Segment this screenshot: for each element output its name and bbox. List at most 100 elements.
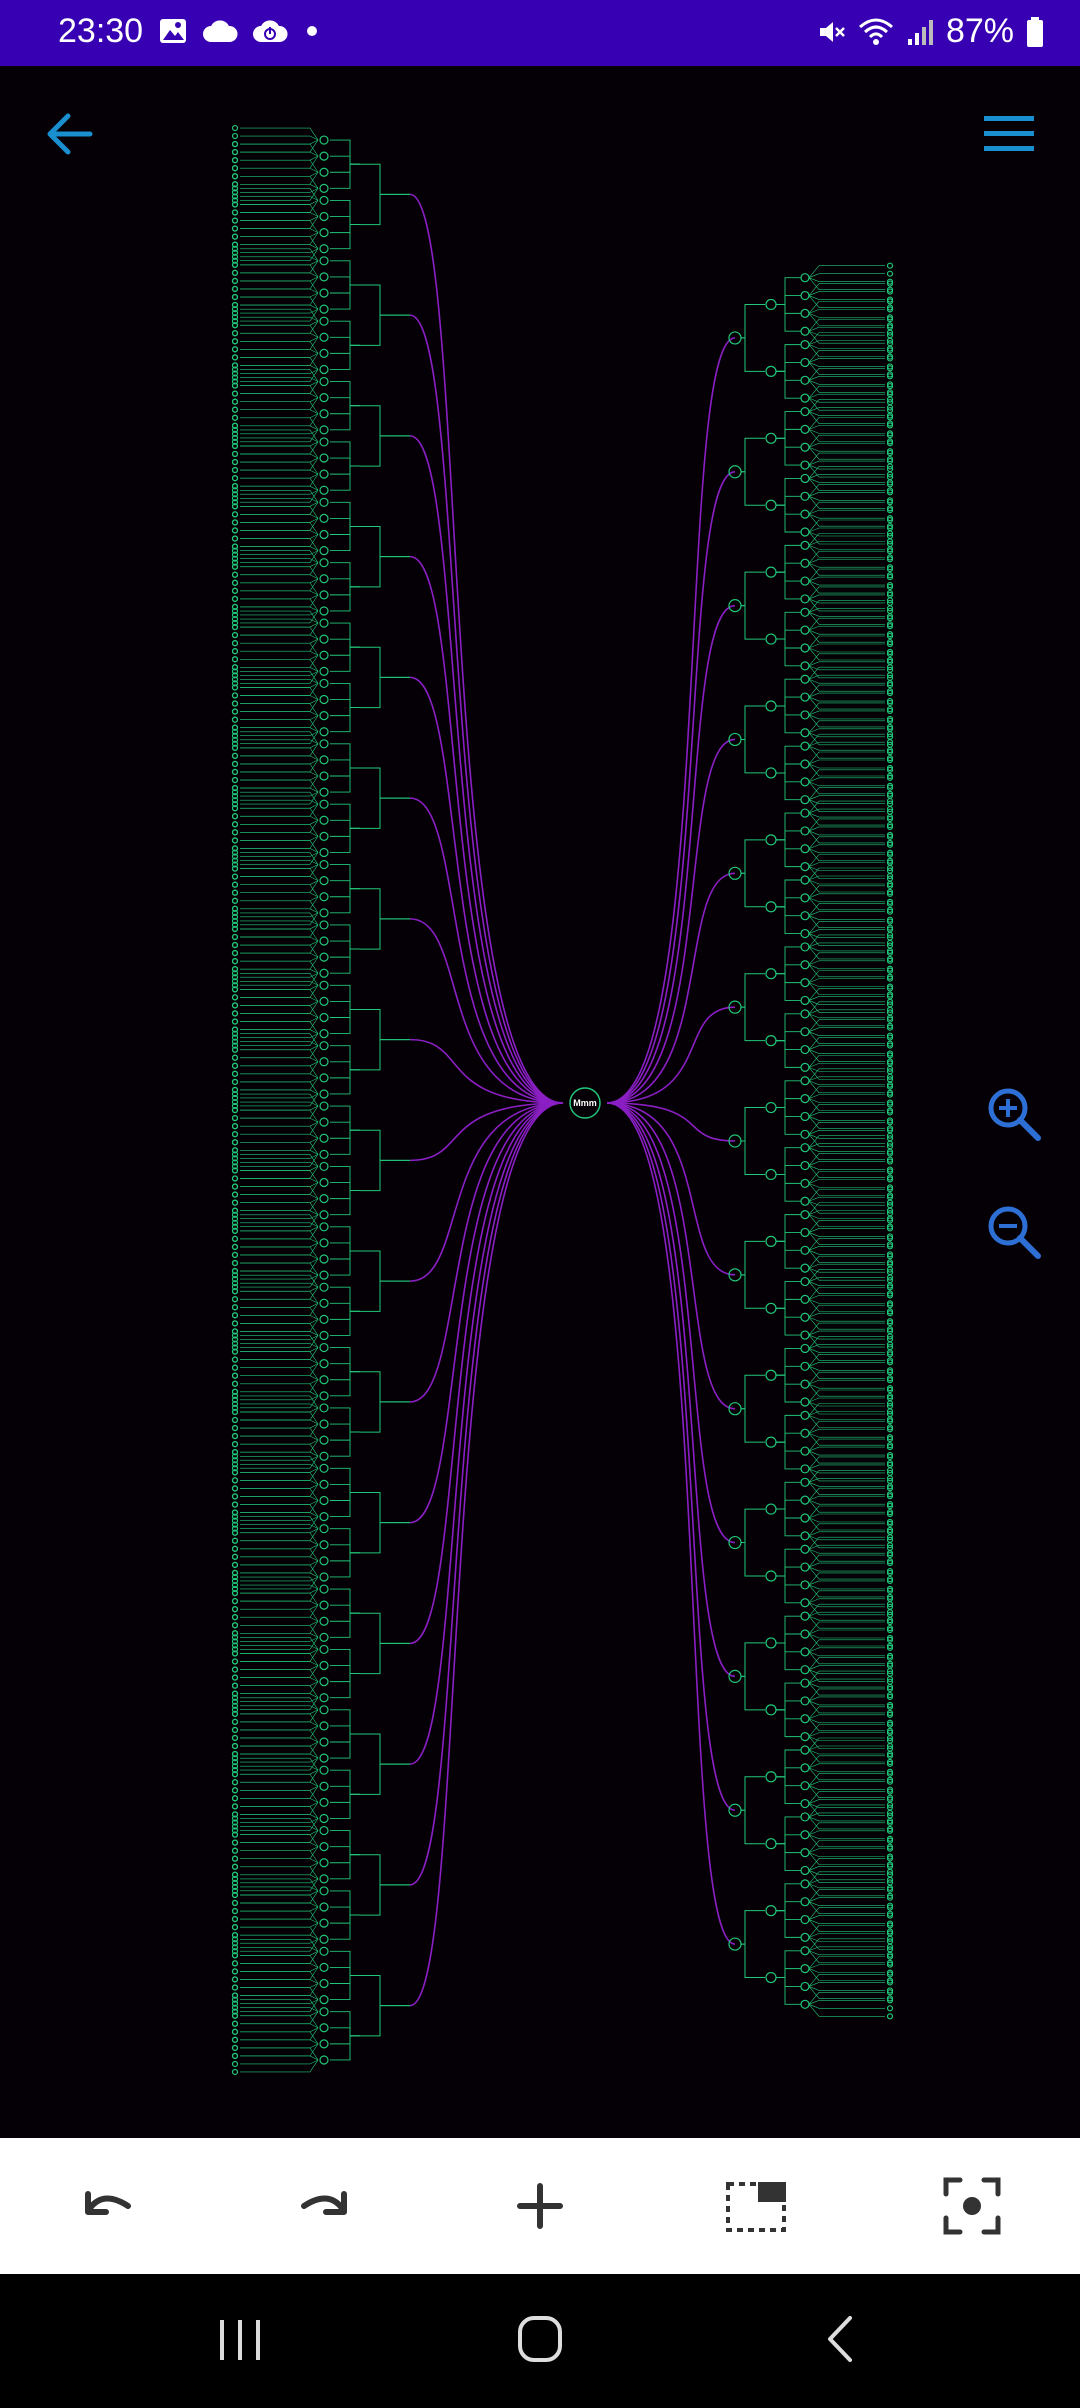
leaf-node — [886, 383, 894, 390]
leaf-node — [886, 1711, 894, 1718]
leaf-node — [231, 1634, 239, 1641]
leaf-line — [240, 1633, 319, 1638]
leaf-line — [808, 1866, 885, 1871]
leaf-node — [231, 1525, 239, 1532]
undo-button[interactable] — [74, 2172, 142, 2240]
leaf-line — [240, 868, 319, 881]
leaf-branch — [330, 578, 360, 588]
leaf-line — [808, 541, 885, 546]
leaf-node — [886, 664, 894, 671]
leaf-node — [800, 692, 810, 702]
redo-button[interactable] — [290, 2172, 358, 2240]
leaf-line — [240, 1363, 319, 1376]
leaf-line — [240, 1198, 319, 1211]
sub-branch — [741, 1006, 765, 1042]
leaf-branch — [776, 1883, 801, 1912]
leaf-node — [319, 1797, 329, 1807]
sub-node — [765, 1771, 777, 1783]
leaf-line — [240, 622, 319, 628]
leaf-line — [240, 1769, 319, 1775]
leaf-node — [886, 1801, 894, 1809]
leaf-branch — [776, 571, 801, 582]
leaf-line — [808, 799, 885, 812]
leaf-node — [886, 1058, 894, 1065]
leaf-node — [231, 1875, 239, 1883]
leaf-node — [231, 1803, 239, 1810]
leaf-line — [240, 397, 319, 402]
leaf-line — [240, 1166, 319, 1171]
leaf-line — [808, 1602, 885, 1616]
leaf-node — [231, 1932, 239, 1939]
leaf-node — [319, 634, 329, 644]
menu-button[interactable] — [980, 108, 1038, 160]
leaf-line — [240, 1029, 319, 1034]
leaf-branch — [330, 767, 360, 793]
leaf-line — [808, 1791, 885, 1804]
home-button[interactable] — [500, 2304, 580, 2374]
leaf-line — [240, 1983, 319, 1996]
leaf-line — [240, 2059, 319, 2065]
leaf-node — [886, 1959, 894, 1966]
leaf-branch — [776, 1642, 801, 1653]
leaf-line — [808, 501, 885, 515]
leaf-node — [886, 1052, 894, 1059]
zoom-in-button[interactable] — [984, 1084, 1044, 1144]
leaf-line — [808, 635, 885, 649]
leaf-node — [800, 1932, 810, 1942]
nav-back-button[interactable] — [800, 2304, 880, 2374]
leaf-node — [231, 982, 239, 989]
leaf-node — [886, 774, 894, 781]
leaf-branch — [330, 1000, 360, 1010]
leaf-node — [800, 1410, 810, 1420]
leaf-branch — [330, 682, 360, 709]
leaf-node — [231, 857, 239, 864]
leaf-node — [800, 826, 810, 836]
zoom-out-button[interactable] — [984, 1202, 1044, 1262]
back-button[interactable] — [40, 104, 100, 164]
leaf-node — [231, 317, 239, 325]
leaf-branch — [330, 562, 360, 588]
leaf-line — [240, 980, 319, 986]
leaf-node — [886, 1719, 894, 1726]
leaf-line — [808, 340, 885, 345]
leaf-line — [240, 763, 319, 777]
leaf-node — [886, 1453, 894, 1461]
leaf-node — [231, 1344, 239, 1351]
leaf-node — [800, 558, 810, 568]
leaf-branch — [776, 678, 801, 707]
leaf-branch — [330, 1467, 360, 1493]
leaf-line — [240, 1500, 319, 1505]
leaf-line — [240, 1246, 319, 1260]
leaf-line — [240, 445, 319, 459]
leaf-node — [231, 426, 239, 434]
battery-percent: 87% — [945, 12, 1014, 50]
mindmap-graph[interactable]: Mmm — [0, 66, 1080, 2138]
recents-button[interactable] — [200, 2304, 280, 2374]
leaf-line — [240, 1258, 319, 1272]
leaf-line — [808, 380, 885, 393]
leaf-line — [808, 1196, 885, 1202]
add-button[interactable] — [506, 2172, 574, 2240]
leaf-node — [231, 1340, 239, 1347]
leaf-node — [886, 314, 894, 321]
focus-button[interactable] — [938, 2172, 1006, 2240]
leaf-line — [808, 442, 885, 448]
leaf-node — [231, 459, 239, 466]
leaf-line — [808, 1013, 885, 1027]
leaf-line — [240, 2007, 319, 2012]
leaf-line — [808, 1086, 885, 1099]
leaf-node — [319, 590, 329, 600]
sub-branch — [360, 2005, 410, 2037]
leaf-node — [886, 345, 894, 352]
sub-branch — [360, 405, 410, 437]
leaf-node — [319, 755, 329, 765]
leaf-line — [808, 376, 885, 381]
view-frame-button[interactable] — [722, 2172, 790, 2240]
leaf-node — [886, 1997, 894, 2004]
mindmap-canvas[interactable]: Mmm — [0, 66, 1080, 2138]
sub-branch — [741, 1910, 765, 1945]
sub-branch — [741, 605, 765, 640]
leaf-node — [886, 516, 894, 524]
leaf-line — [808, 714, 885, 720]
leaf-line — [808, 1803, 885, 1816]
